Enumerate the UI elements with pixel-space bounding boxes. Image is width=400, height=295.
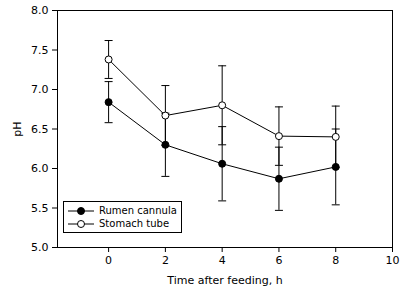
svg-text:6: 6 [275,254,282,267]
html-text:Stomach tube: Stomach tube [99,218,169,229]
svg-text:5.0: 5.0 [31,241,49,254]
svg-text:7.5: 7.5 [31,44,49,57]
svg-text:6.0: 6.0 [31,162,49,175]
svg-text:7.0: 7.0 [31,83,49,96]
svg-text:8.0: 8.0 [31,4,49,17]
svg-text:pH: pH [11,121,24,136]
svg-text:6.5: 6.5 [31,123,49,136]
html-text:Rumen cannula: Rumen cannula [99,205,177,216]
svg-text:5.5: 5.5 [31,202,49,215]
svg-text:8: 8 [332,254,339,267]
svg-text:2: 2 [162,254,169,267]
svg-text:Time after feeding, h: Time after feeding, h [166,274,282,287]
svg-text:10: 10 [386,254,400,267]
svg-text:4: 4 [219,254,226,267]
svg-text:0: 0 [105,254,112,267]
